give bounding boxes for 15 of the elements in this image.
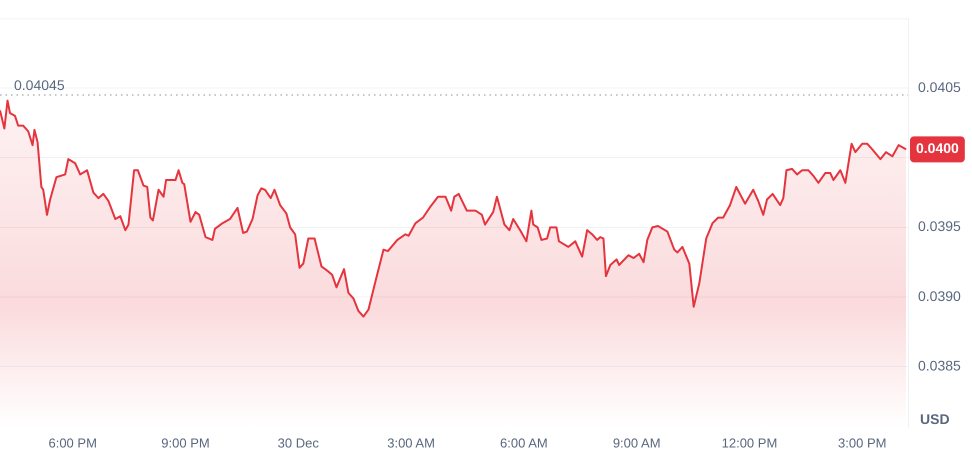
y-axis-title: USD	[920, 410, 950, 427]
x-tick-label: 3:00 AM	[387, 435, 435, 450]
x-tick-label: 6:00 PM	[48, 435, 97, 450]
text: 0.0400	[916, 140, 960, 156]
ref-line-label: 0.04045	[14, 76, 65, 93]
y-tick-label: 0.0405	[918, 78, 962, 95]
x-tick-label: 3:00 PM	[838, 435, 886, 450]
y-tick-label: 0.0385	[918, 358, 962, 374]
x-tick-label: 6:00 AM	[500, 435, 548, 450]
x-tick-label: 9:00 AM	[612, 435, 661, 450]
y-tick-label: 0.0390	[918, 288, 962, 304]
x-tick-label: 9:00 PM	[161, 435, 210, 450]
y-tick-label: 0.0395	[918, 218, 962, 234]
x-tick-label: 30 Dec	[278, 435, 320, 450]
x-tick-label: 12:00 PM	[722, 435, 778, 450]
